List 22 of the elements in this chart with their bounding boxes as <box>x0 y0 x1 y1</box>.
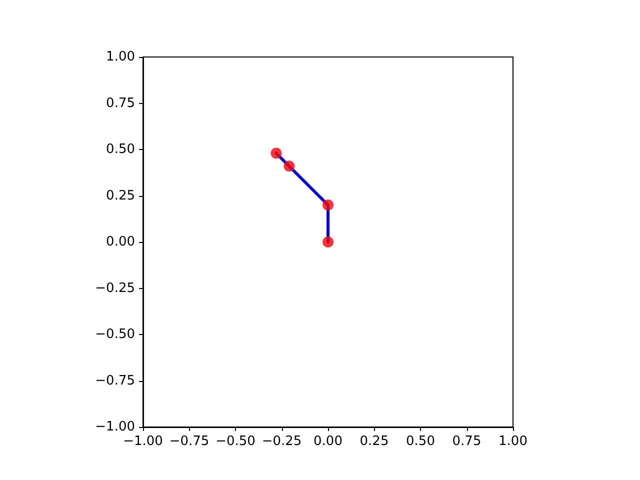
point <box>322 236 334 248</box>
point <box>270 148 282 159</box>
point <box>322 200 334 210</box>
y-tick-label: 0.25 <box>106 188 135 204</box>
x-tick-label: −0.50 <box>216 434 256 449</box>
y-tick-label: −0.75 <box>95 373 135 388</box>
x-tick-label: −0.25 <box>262 434 302 449</box>
y-tick-label: 1.00 <box>106 50 135 64</box>
x-tick-label: −0.75 <box>169 434 210 449</box>
x-tick-label: 0.50 <box>406 434 435 449</box>
x-tick-label: 1.00 <box>498 434 528 449</box>
y-tick-label: 0.00 <box>106 234 135 250</box>
y-tick-label: 0.75 <box>106 96 135 111</box>
y-tick-label: −1.00 <box>95 420 135 434</box>
x-tick-label: 0.00 <box>314 434 342 449</box>
y-tick-label: −0.50 <box>95 327 135 342</box>
x-tick-label: −1.00 <box>123 434 163 449</box>
x-tick-label: 0.75 <box>452 434 482 449</box>
x-tick-label: 0.25 <box>360 434 389 449</box>
point <box>284 160 295 172</box>
y-tick-label: −0.25 <box>95 280 135 296</box>
y-tick-label: 0.50 <box>106 142 135 157</box>
